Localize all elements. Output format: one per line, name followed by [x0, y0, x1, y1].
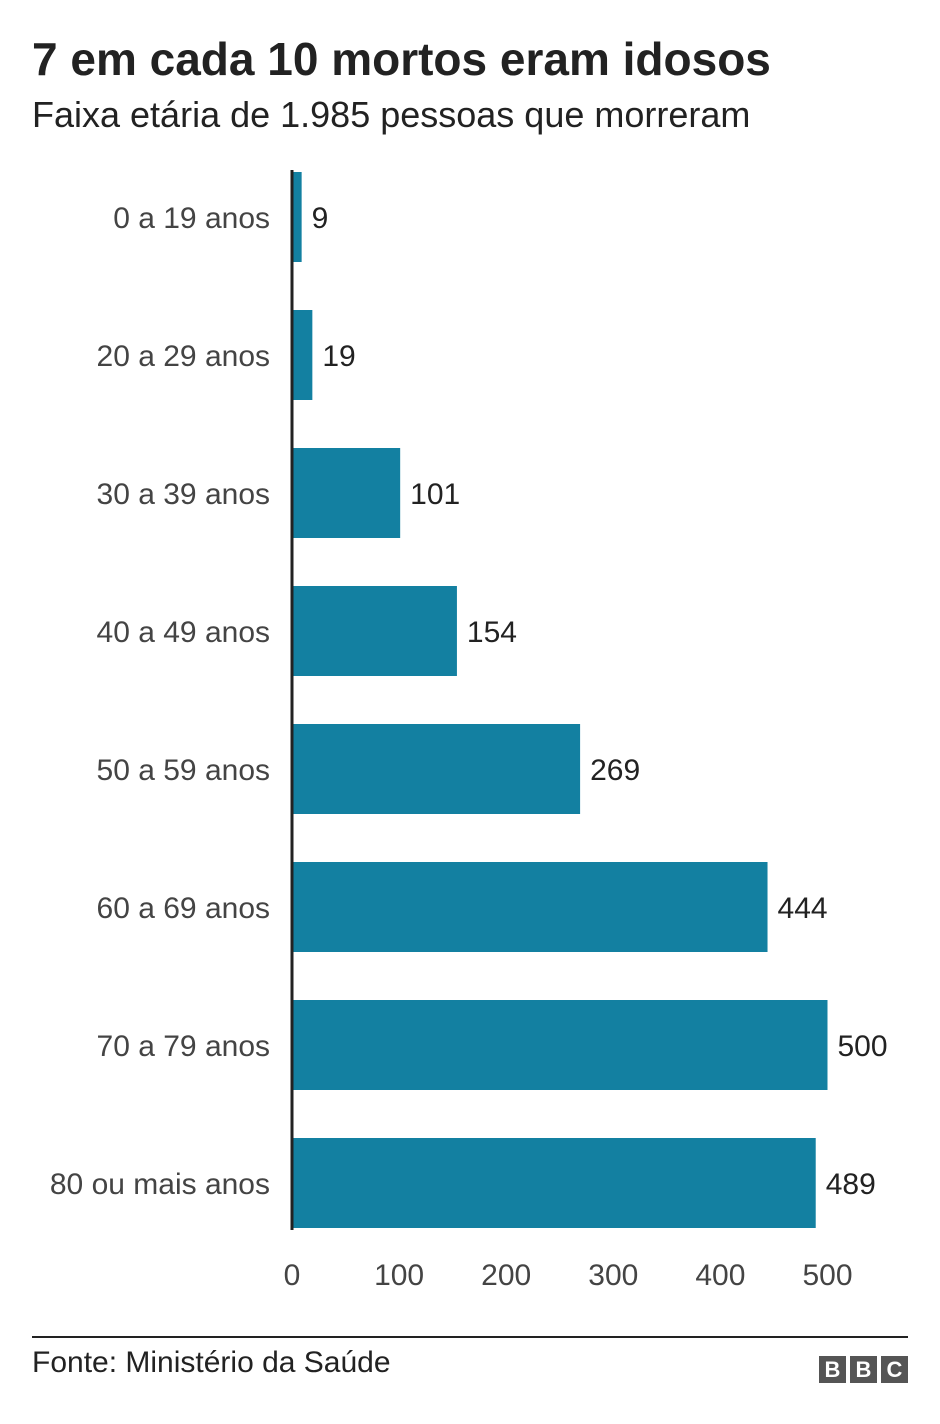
- category-label: 70 a 79 anos: [97, 1030, 270, 1063]
- bar: [292, 172, 302, 262]
- x-tick-label: 200: [481, 1259, 531, 1292]
- bbc-logo-letter-c: C: [881, 1356, 908, 1383]
- bbc-logo-letter-b2: B: [850, 1356, 877, 1383]
- category-label: 20 a 29 anos: [97, 340, 270, 373]
- data-label: 500: [838, 1030, 888, 1063]
- bar: [292, 1138, 816, 1228]
- bar: [292, 310, 313, 400]
- bar: [292, 448, 401, 538]
- bbc-logo: B B C: [819, 1356, 908, 1383]
- bar: [292, 862, 768, 952]
- category-label: 60 a 69 anos: [97, 892, 270, 925]
- data-label: 19: [322, 340, 355, 373]
- category-label: 80 ou mais anos: [50, 1168, 270, 1201]
- chart-title: 7 em cada 10 mortos eram idosos: [32, 33, 771, 85]
- data-label: 444: [778, 892, 828, 925]
- x-tick-label: 400: [695, 1259, 745, 1292]
- category-label: 50 a 59 anos: [97, 754, 270, 787]
- footer-divider: [32, 1336, 908, 1338]
- bar: [292, 586, 457, 676]
- x-tick-label: 300: [588, 1259, 638, 1292]
- data-label: 154: [467, 616, 517, 649]
- bar: [292, 724, 581, 814]
- source-note: Fonte: Ministério da Saúde: [32, 1346, 391, 1379]
- bar-chart: 0 a 19 anos 9 20 a 29 anos 19 30 a 39 anos 10…: [50, 170, 888, 1292]
- data-label: 9: [312, 202, 329, 235]
- bar: [292, 1000, 828, 1090]
- bbc-logo-letter-b1: B: [819, 1356, 846, 1383]
- category-label: 40 a 49 anos: [97, 616, 270, 649]
- x-tick-label: 100: [374, 1259, 424, 1292]
- x-tick-label: 500: [802, 1259, 852, 1292]
- data-label: 269: [590, 754, 640, 787]
- data-label: 101: [410, 478, 460, 511]
- category-label: 30 a 39 anos: [97, 478, 270, 511]
- x-tick-label: 0: [284, 1259, 301, 1292]
- data-label: 489: [826, 1168, 876, 1201]
- chart-subtitle: Faixa etária de 1.985 pessoas que morrer…: [32, 94, 751, 135]
- category-label: 0 a 19 anos: [113, 202, 270, 235]
